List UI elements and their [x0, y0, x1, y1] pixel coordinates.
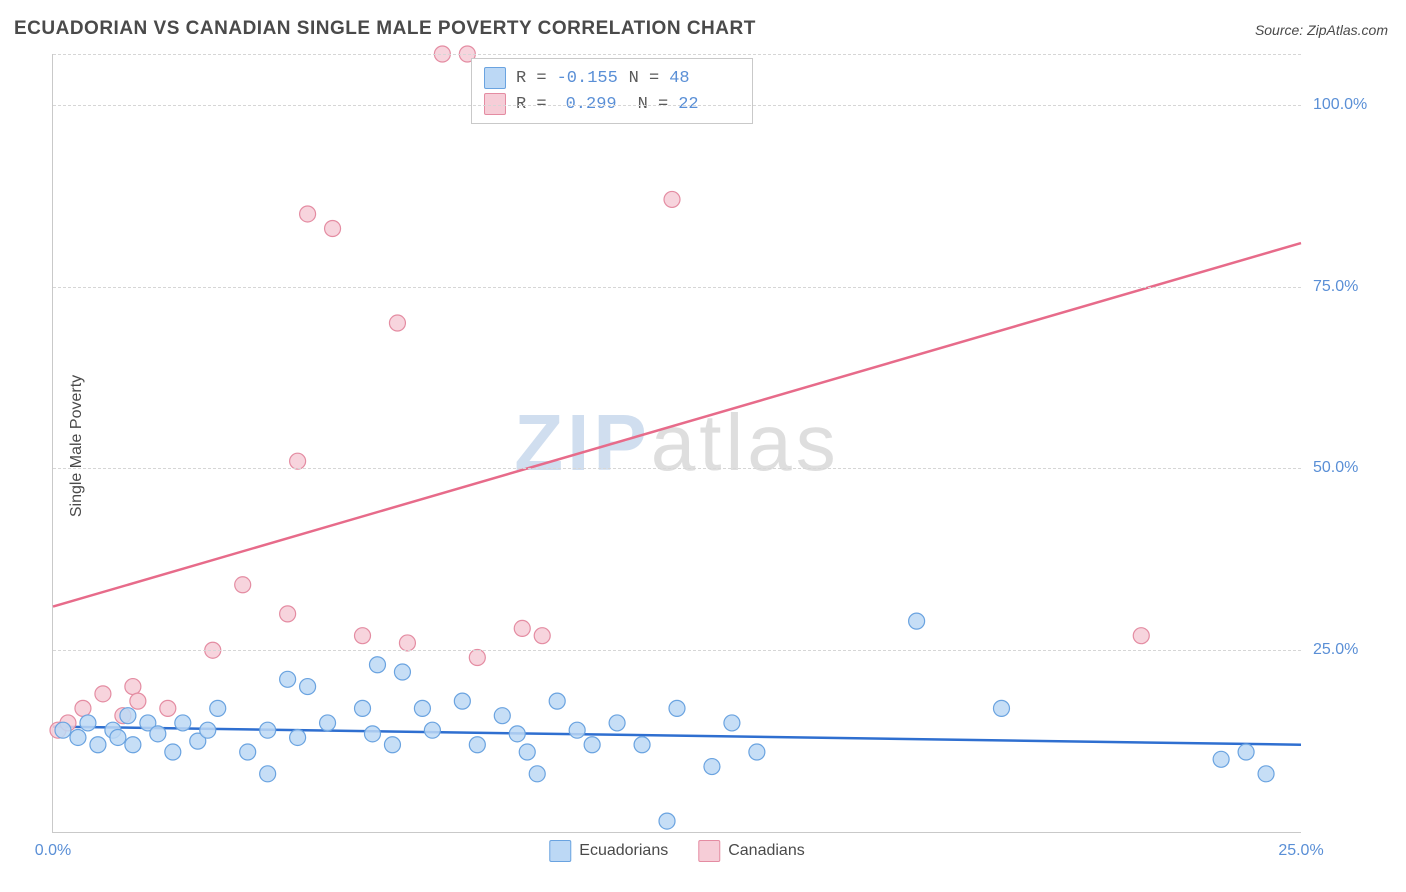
data-point: [260, 722, 276, 738]
r-value-ecuadorians: -0.155: [557, 69, 619, 88]
data-point: [125, 679, 141, 695]
gridline: [53, 650, 1301, 651]
data-point: [724, 715, 740, 731]
trend-line: [53, 243, 1301, 607]
data-point: [424, 722, 440, 738]
scatter-svg: [53, 54, 1301, 832]
data-point: [300, 206, 316, 222]
data-point: [1258, 766, 1274, 782]
data-point: [364, 726, 380, 742]
y-tick-label: 100.0%: [1313, 96, 1383, 114]
data-point: [260, 766, 276, 782]
data-point: [469, 737, 485, 753]
data-point: [514, 620, 530, 636]
data-point: [320, 715, 336, 731]
data-point: [290, 453, 306, 469]
data-point: [909, 613, 925, 629]
data-point: [90, 737, 106, 753]
data-point: [1133, 628, 1149, 644]
data-point: [634, 737, 650, 753]
data-point: [150, 726, 166, 742]
data-point: [519, 744, 535, 760]
n-value-ecuadorians: 48: [669, 69, 731, 88]
data-point: [584, 737, 600, 753]
data-point: [325, 221, 341, 237]
data-point: [993, 700, 1009, 716]
legend-swatch-ecuadorians: [549, 840, 571, 862]
data-point: [704, 759, 720, 775]
data-point: [664, 191, 680, 207]
data-point: [569, 722, 585, 738]
gridline: [53, 468, 1301, 469]
data-point: [509, 726, 525, 742]
data-point: [55, 722, 71, 738]
data-point: [80, 715, 96, 731]
source-attribution: Source: ZipAtlas.com: [1255, 22, 1388, 38]
data-point: [130, 693, 146, 709]
source-label: Source:: [1255, 22, 1307, 38]
stats-row-ecuadorians: R = -0.155 N = 48: [484, 65, 740, 91]
data-point: [469, 649, 485, 665]
gridline: [53, 54, 1301, 55]
data-point: [240, 744, 256, 760]
data-point: [669, 700, 685, 716]
data-point: [369, 657, 385, 673]
trend-line: [53, 727, 1301, 745]
data-point: [165, 744, 181, 760]
data-point: [125, 737, 141, 753]
gridline: [53, 105, 1301, 106]
legend-item-canadians: Canadians: [698, 840, 805, 862]
data-point: [355, 628, 371, 644]
data-point: [210, 700, 226, 716]
legend-label-ecuadorians: Ecuadorians: [579, 842, 668, 860]
data-point: [414, 700, 430, 716]
data-point: [1213, 751, 1229, 767]
x-tick-label: 25.0%: [1278, 842, 1323, 860]
data-point: [399, 635, 415, 651]
chart-plot-area: ZIPatlas R = -0.155 N = 48 R = 0.299 N =…: [52, 54, 1301, 833]
gridline: [53, 287, 1301, 288]
data-point: [454, 693, 470, 709]
n-label: N =: [629, 69, 660, 88]
data-point: [290, 729, 306, 745]
data-point: [659, 813, 675, 829]
y-tick-label: 50.0%: [1313, 459, 1383, 477]
data-point: [394, 664, 410, 680]
data-point: [300, 679, 316, 695]
data-point: [200, 722, 216, 738]
legend-swatch-canadians: [698, 840, 720, 862]
data-point: [75, 700, 91, 716]
data-point: [749, 744, 765, 760]
x-tick-label: 0.0%: [35, 842, 71, 860]
data-point: [110, 729, 126, 745]
data-point: [494, 708, 510, 724]
data-point: [160, 700, 176, 716]
data-point: [529, 766, 545, 782]
r-label: R =: [516, 69, 547, 88]
data-point: [549, 693, 565, 709]
data-point: [175, 715, 191, 731]
data-point: [1238, 744, 1254, 760]
y-tick-label: 75.0%: [1313, 278, 1383, 296]
legend-item-ecuadorians: Ecuadorians: [549, 840, 668, 862]
data-point: [384, 737, 400, 753]
data-point: [355, 700, 371, 716]
data-point: [280, 671, 296, 687]
data-point: [609, 715, 625, 731]
swatch-ecuadorians: [484, 67, 506, 89]
data-point: [389, 315, 405, 331]
data-point: [70, 729, 86, 745]
data-point: [534, 628, 550, 644]
data-point: [280, 606, 296, 622]
source-value: ZipAtlas.com: [1307, 22, 1388, 38]
data-point: [95, 686, 111, 702]
legend-label-canadians: Canadians: [728, 842, 805, 860]
legend: Ecuadorians Canadians: [549, 840, 804, 862]
y-tick-label: 25.0%: [1313, 641, 1383, 659]
chart-title: ECUADORIAN VS CANADIAN SINGLE MALE POVER…: [14, 18, 756, 40]
data-point: [235, 577, 251, 593]
correlation-stats-box: R = -0.155 N = 48 R = 0.299 N = 22: [471, 58, 753, 124]
data-point: [120, 708, 136, 724]
